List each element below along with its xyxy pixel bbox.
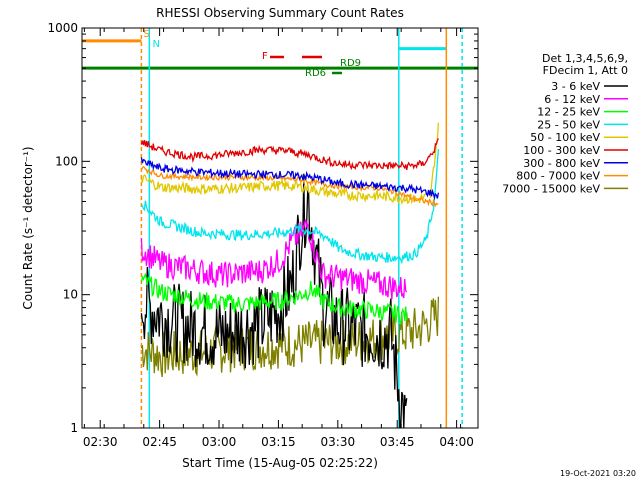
- series-5-line: [140, 138, 439, 171]
- legend-header: FDecim 1, Att 0: [543, 64, 628, 77]
- annotation-f: F: [262, 51, 268, 62]
- x-tick-label: 02:30: [83, 435, 118, 449]
- y-tick-label: 10: [63, 288, 78, 302]
- annotation-s: S: [143, 29, 149, 40]
- annotation-rd6: RD6: [305, 68, 326, 79]
- x-axis-label: Start Time (15-Aug-05 02:25:22): [182, 456, 378, 470]
- series-4-line: [140, 122, 440, 205]
- x-tick-label: 03:45: [380, 435, 415, 449]
- x-tick-label: 03:30: [321, 435, 356, 449]
- x-tick-label: 04:00: [439, 435, 474, 449]
- legend-label: 3 - 6 keV: [551, 80, 600, 93]
- series-3-line: [140, 149, 440, 265]
- y-axis-label: Count Rate (s⁻¹ detector⁻¹): [21, 146, 35, 309]
- plot-frame: [81, 27, 479, 429]
- series-0-line: [140, 173, 408, 428]
- annotation-n: N: [152, 39, 159, 50]
- legend-label: 800 - 7000 keV: [516, 170, 600, 183]
- legend-label: 100 - 300 keV: [523, 144, 600, 157]
- legend-label: 300 - 800 keV: [523, 157, 600, 170]
- x-tick-label: 03:00: [202, 435, 237, 449]
- y-tick-label: 100: [55, 154, 78, 168]
- series-2-line: [140, 272, 408, 326]
- legend-label: 12 - 25 keV: [537, 106, 600, 119]
- legend-label: 25 - 50 keV: [537, 118, 600, 131]
- y-tick-label: 1: [70, 421, 78, 435]
- legend-header: Det 1,3,4,5,6,9,: [542, 52, 628, 65]
- footer-timestamp: 19-Oct-2021 03:20: [560, 469, 636, 478]
- series-6-line: [140, 157, 440, 201]
- x-tick-label: 02:45: [142, 435, 177, 449]
- x-tick-label: 03:15: [261, 435, 296, 449]
- chart-title: RHESSI Observing Summary Count Rates: [156, 6, 404, 20]
- annotation-rd9: RD9: [340, 58, 361, 69]
- legend-label: 7000 - 15000 keV: [502, 182, 600, 195]
- y-tick-label: 1000: [47, 21, 78, 35]
- series-1-line: [140, 219, 408, 300]
- legend-label: 6 - 12 keV: [544, 93, 600, 106]
- legend-label: 50 - 100 keV: [530, 131, 600, 144]
